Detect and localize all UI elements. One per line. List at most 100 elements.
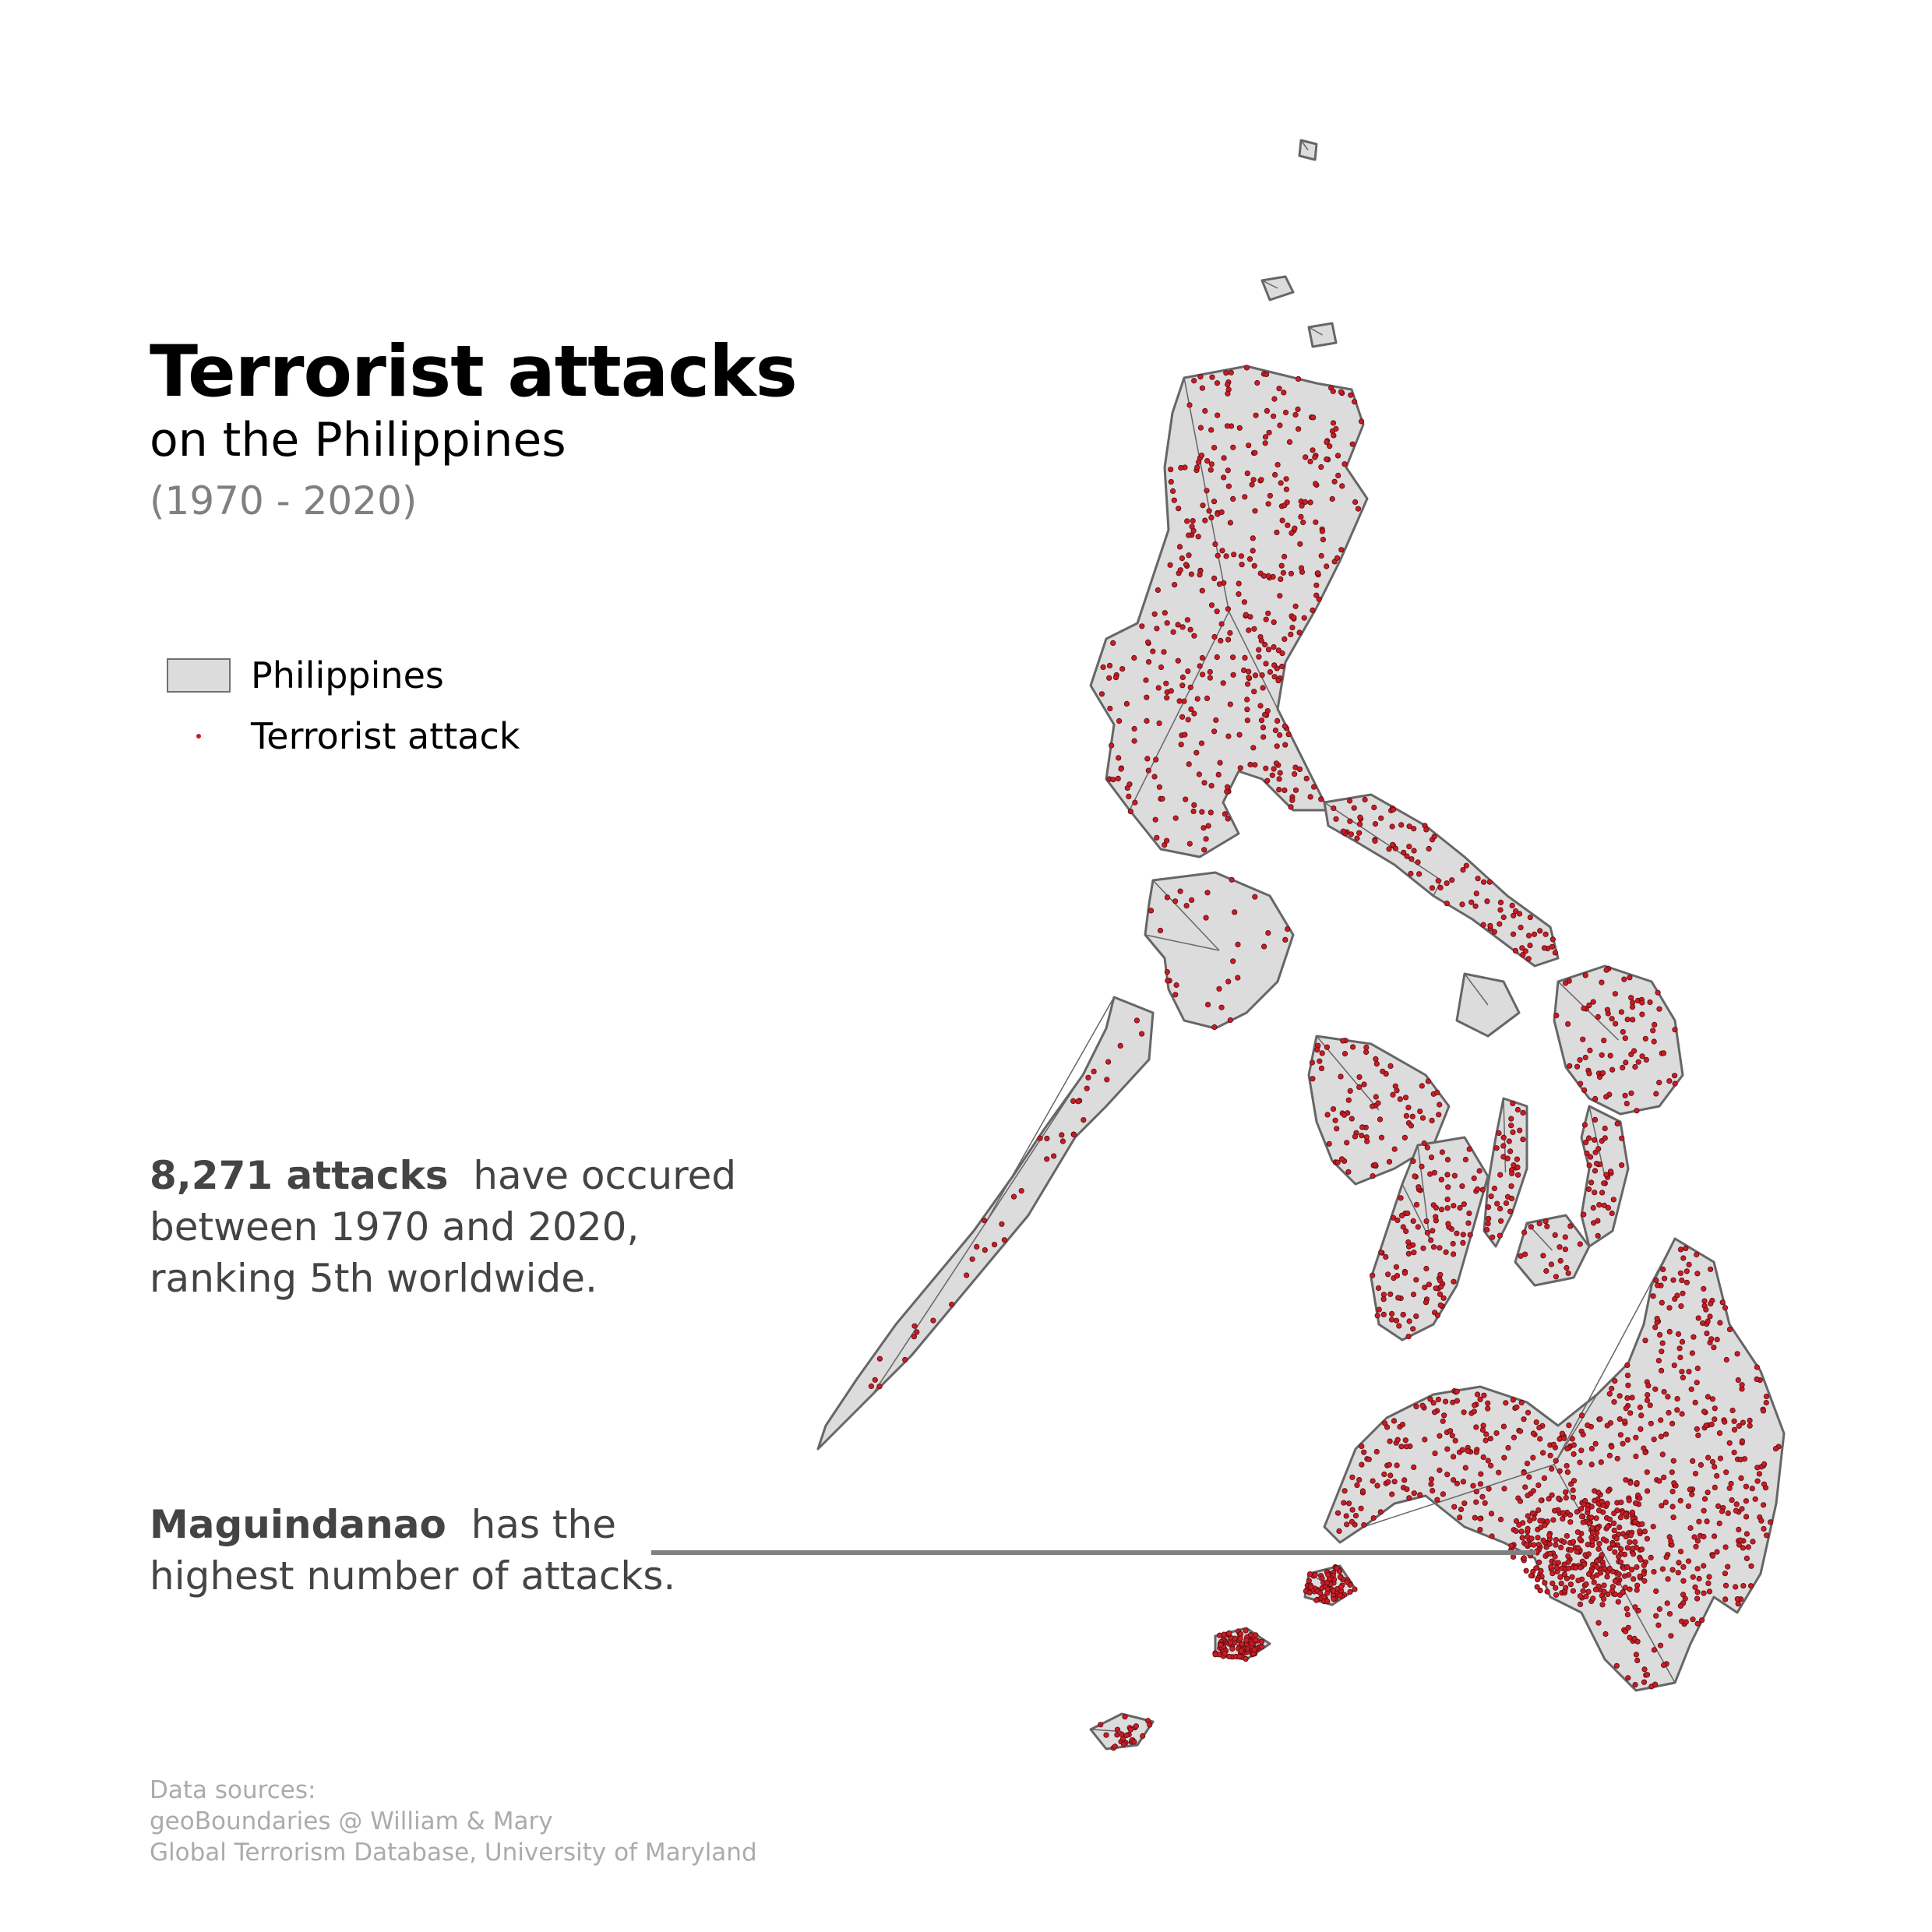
attack-point bbox=[1289, 530, 1295, 536]
attack-point bbox=[1584, 1150, 1590, 1157]
attack-point bbox=[1303, 454, 1309, 460]
attack-point bbox=[1754, 1465, 1761, 1471]
stat-region-annotation: Maguindanao has the highest number of at… bbox=[150, 1499, 675, 1602]
attack-point bbox=[1655, 1622, 1662, 1628]
attack-point bbox=[1708, 1336, 1715, 1342]
attack-point bbox=[1538, 1497, 1544, 1504]
attack-point bbox=[1701, 1533, 1707, 1540]
attack-point bbox=[1630, 1017, 1636, 1023]
attack-point bbox=[1116, 717, 1123, 724]
attack-point bbox=[1157, 927, 1164, 934]
attack-point bbox=[1349, 1474, 1356, 1480]
attack-point bbox=[1158, 664, 1165, 671]
attack-point bbox=[1394, 1273, 1401, 1279]
attack-point bbox=[1193, 749, 1200, 756]
attack-point bbox=[1085, 1074, 1091, 1081]
attack-point bbox=[1672, 1073, 1678, 1079]
attack-point bbox=[1179, 624, 1186, 630]
attack-point bbox=[1683, 1268, 1690, 1274]
attack-point bbox=[1601, 1038, 1607, 1044]
attack-point bbox=[1629, 1004, 1636, 1010]
source-geoboundaries: geoBoundaries @ William & Mary bbox=[150, 1807, 553, 1835]
attack-point bbox=[1402, 1095, 1409, 1101]
attack-point bbox=[1641, 1528, 1648, 1535]
province-boundary bbox=[1464, 973, 1489, 1006]
attack-point bbox=[1336, 1528, 1342, 1535]
attack-point bbox=[1363, 1045, 1370, 1051]
attack-point bbox=[1743, 1483, 1749, 1490]
attack-point bbox=[1592, 1168, 1599, 1174]
attack-point bbox=[1229, 876, 1235, 883]
attack-point bbox=[1386, 1158, 1393, 1165]
attack-point bbox=[1466, 1146, 1472, 1152]
attack-point bbox=[1177, 888, 1183, 894]
attack-point bbox=[1400, 1224, 1406, 1230]
attack-point bbox=[1264, 707, 1271, 714]
attack-point bbox=[1659, 1340, 1666, 1346]
attack-point bbox=[1208, 427, 1215, 433]
attack-point bbox=[1204, 488, 1210, 494]
attack-point bbox=[1204, 457, 1211, 464]
attack-point bbox=[1722, 1571, 1728, 1577]
attack-point bbox=[1634, 1564, 1640, 1571]
attack-point bbox=[1491, 929, 1497, 935]
attack-point bbox=[1224, 423, 1231, 429]
attack-point bbox=[1656, 1006, 1662, 1012]
attack-point bbox=[1566, 1423, 1572, 1429]
attack-point bbox=[1173, 982, 1179, 989]
attack-point bbox=[1413, 1403, 1419, 1410]
attack-point bbox=[1250, 745, 1257, 751]
attack-point bbox=[1295, 406, 1301, 413]
province-boundary bbox=[1324, 802, 1442, 881]
attack-point bbox=[1439, 1149, 1446, 1155]
attack-point bbox=[1354, 1482, 1360, 1489]
attack-point bbox=[1176, 506, 1182, 512]
attack-point bbox=[1528, 1573, 1535, 1579]
attack-point bbox=[1610, 1197, 1616, 1203]
attack-point bbox=[1273, 760, 1280, 767]
attack-point bbox=[1161, 649, 1167, 655]
attack-point bbox=[1225, 483, 1232, 489]
attack-point bbox=[1271, 396, 1278, 402]
attack-point bbox=[1459, 901, 1465, 908]
attack-point bbox=[1217, 760, 1223, 766]
attack-point bbox=[1631, 1576, 1637, 1582]
attack-point bbox=[1338, 547, 1345, 553]
attack-point bbox=[1536, 1221, 1542, 1227]
attack-point bbox=[1277, 422, 1283, 428]
attack-point bbox=[1570, 1494, 1577, 1500]
attack-point bbox=[1341, 461, 1348, 467]
attack-point bbox=[1279, 650, 1285, 657]
attack-point bbox=[1116, 755, 1122, 761]
attack-point bbox=[1264, 407, 1271, 414]
attack-point bbox=[1450, 1240, 1456, 1247]
attack-point bbox=[1282, 409, 1289, 416]
attack-point bbox=[1624, 1101, 1630, 1107]
attack-point bbox=[1403, 1444, 1409, 1450]
attack-point bbox=[1583, 1593, 1589, 1599]
attack-point bbox=[1543, 1267, 1549, 1274]
attack-point bbox=[1440, 1418, 1446, 1424]
attack-point bbox=[1278, 480, 1284, 486]
attack-point bbox=[1604, 1007, 1610, 1013]
attack-point bbox=[1750, 1539, 1756, 1545]
attack-point bbox=[1553, 1585, 1559, 1591]
attack-point bbox=[1658, 1433, 1664, 1440]
attack-point bbox=[1330, 420, 1337, 426]
attack-point bbox=[1638, 1557, 1644, 1563]
attack-point bbox=[1596, 1507, 1602, 1514]
attack-point bbox=[1493, 1430, 1500, 1437]
attack-point bbox=[1361, 1521, 1367, 1528]
attack-point bbox=[1265, 930, 1271, 936]
attack-point bbox=[1274, 529, 1280, 536]
attack-point bbox=[1098, 691, 1105, 697]
attack-point bbox=[1715, 1503, 1722, 1510]
attack-point bbox=[1391, 1215, 1397, 1221]
attack-point bbox=[1370, 1515, 1377, 1521]
attack-point bbox=[1634, 1638, 1641, 1645]
attack-point bbox=[1616, 1393, 1623, 1399]
attack-point bbox=[1592, 1586, 1599, 1593]
attack-point bbox=[868, 1383, 875, 1390]
attack-point bbox=[1168, 466, 1174, 473]
attack-point bbox=[1243, 1627, 1249, 1634]
